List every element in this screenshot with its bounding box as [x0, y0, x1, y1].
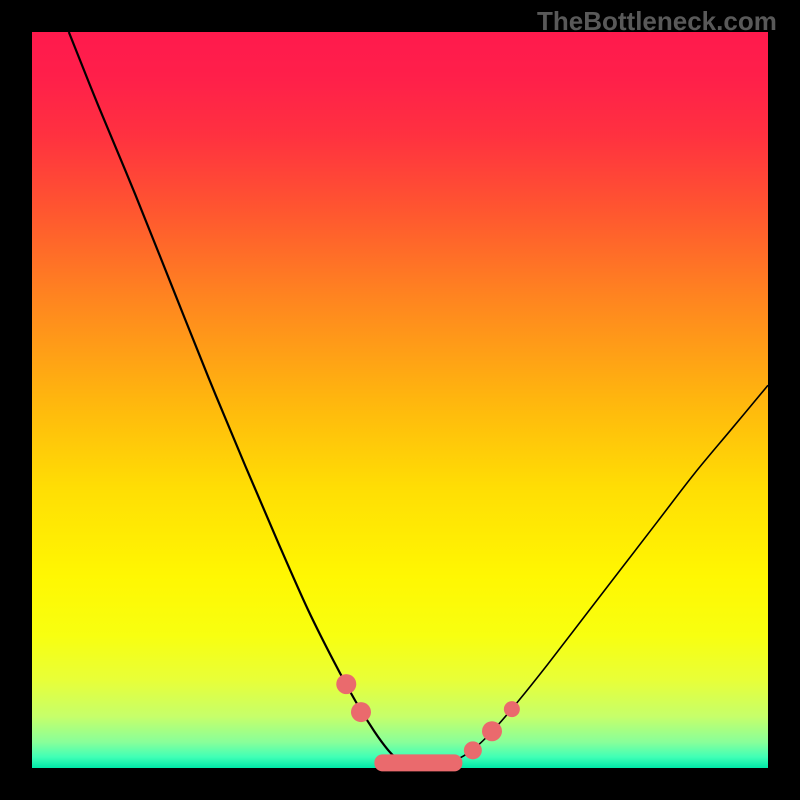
marker — [482, 721, 502, 741]
gradient-background — [32, 32, 768, 768]
marker — [336, 674, 356, 694]
marker — [464, 741, 482, 759]
bottleneck-chart — [0, 0, 800, 800]
marker — [351, 702, 371, 722]
watermark-text: TheBottleneck.com — [537, 6, 777, 37]
marker — [374, 754, 462, 771]
marker — [504, 701, 520, 717]
